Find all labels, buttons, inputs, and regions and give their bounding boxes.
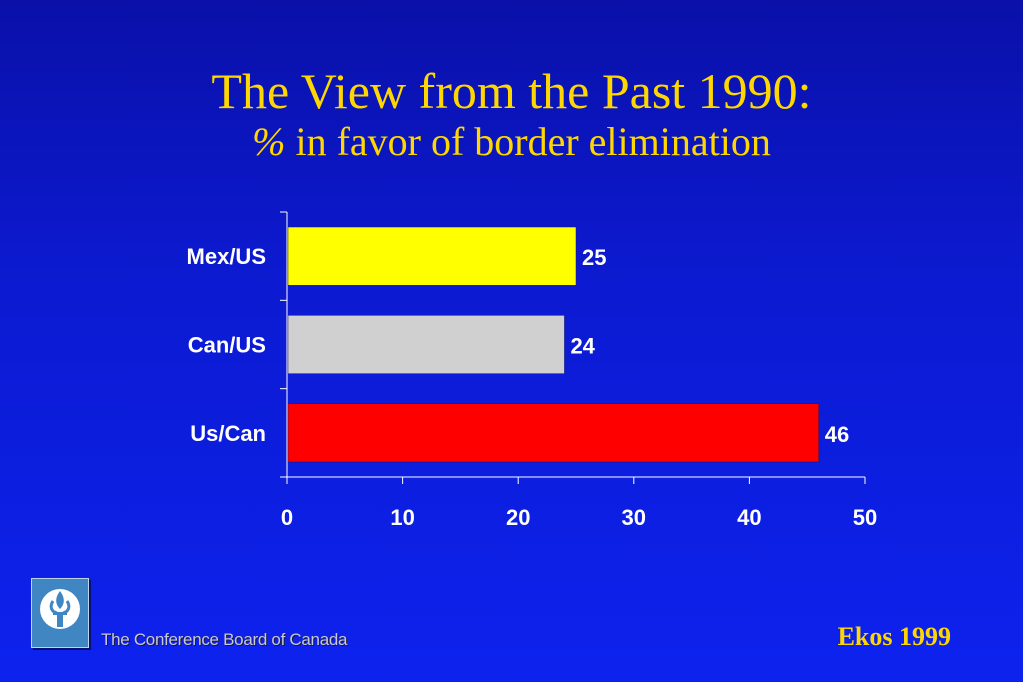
bar-mex-us [287,226,577,286]
data-label: 25 [582,245,606,270]
footer-source: Ekos 1999 [837,622,951,651]
chart-axes [280,211,866,484]
torch-icon [40,589,80,629]
x-tick-label: 0 [281,505,293,530]
slide-subtitle: % in favor of border elimination [0,118,1023,166]
data-label: 24 [570,334,595,359]
subtitle-percent-symbol: % [252,119,286,164]
subtitle-text: in favor of border elimination [285,119,771,164]
x-tick-label: 40 [737,505,761,530]
bar-can-us [287,315,565,374]
data-label: 46 [825,422,849,447]
x-tick-label: 20 [506,505,530,530]
chart-bars [287,226,820,463]
footer-organization: The Conference Board of Canada [101,630,348,649]
conference-board-logo [31,578,89,648]
category-label: Can/US [188,333,266,358]
x-tick-label: 10 [390,505,414,530]
bar-us-can [287,403,820,463]
slide-title: The View from the Past 1990: [211,63,812,119]
chart-labels: 0 10 20 30 40 50 Mex/US 25 Can/US 24 Us/Can 46 [187,244,878,530]
x-tick-label: 50 [853,505,877,530]
category-label: Us/Can [190,421,266,446]
category-label: Mex/US [187,244,266,269]
x-tick-label: 30 [622,505,646,530]
